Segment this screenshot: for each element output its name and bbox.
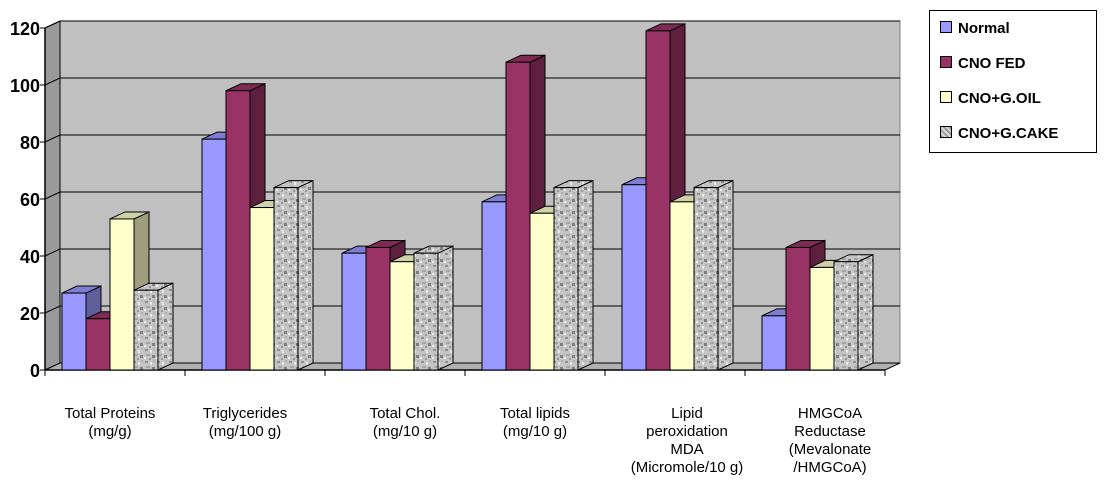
x-category-label: Total lipids (mg/10 g) xyxy=(460,405,610,441)
x-category-label: Total Chol. (mg/10 g) xyxy=(330,405,480,441)
bar-cno-g-cake-triglycerides xyxy=(273,187,299,371)
bar-cno-g-cake-total-proteins-side xyxy=(157,282,174,371)
y-tick-label: 100 xyxy=(10,76,40,96)
y-tick-label: 80 xyxy=(20,133,40,153)
bar-normal-hmgcoa xyxy=(761,315,787,371)
bar-cno-g-cake-total-proteins xyxy=(133,289,159,371)
bar-cno-g-oil-total-lipids xyxy=(529,212,555,371)
bar-cno-g-cake-total-lipids xyxy=(553,187,579,371)
legend-swatch-cno-g-cake xyxy=(940,126,952,139)
legend-label-cno-g-oil: CNO+G.OIL xyxy=(958,90,1041,107)
x-category-label-line: (Micromole/10 g) xyxy=(630,459,744,476)
bar-cno-fed-triglycerides xyxy=(225,90,251,371)
x-category-label-line: (mg/g) xyxy=(88,423,132,440)
bar-cno-fed-total-proteins xyxy=(85,318,111,371)
x-category-label-line: (mg/10 g) xyxy=(502,423,568,440)
y-tick-label: 20 xyxy=(20,304,40,324)
bar-cno-fed-hmgcoa xyxy=(785,246,811,371)
legend-item-cno-g-cake: CNO+G.CAKE xyxy=(940,124,1058,144)
bar-normal-total-lipids xyxy=(481,201,507,371)
x-category-label-line: (mg/100 g) xyxy=(208,423,282,440)
bar-cno-g-oil-total-chol xyxy=(389,261,415,371)
x-category-label-line: Total Chol. xyxy=(369,405,441,422)
bar-cno-g-cake-hmgcoa xyxy=(833,261,859,371)
x-category-label-line: Lipid xyxy=(671,405,703,422)
x-category-label-line: Total Proteins xyxy=(64,405,156,422)
bar-cno-g-oil-hmgcoa xyxy=(809,266,835,371)
y-tick-label: 120 xyxy=(10,19,40,39)
x-category-label-line: (Mevalonate xyxy=(788,441,872,458)
bar-cno-g-cake-total-chol-side xyxy=(437,245,454,371)
x-category-label-line: peroxidation xyxy=(646,423,728,440)
gridline xyxy=(44,134,900,143)
x-category-label: HMGCoA Reductase (Mevalonate/HMGCoA) xyxy=(755,405,905,477)
x-category-label-line: HMGCoA xyxy=(797,405,863,422)
legend-label-cno-g-cake: CNO+G.CAKE xyxy=(958,125,1059,142)
bar-cno-g-oil-triglycerides xyxy=(249,207,275,371)
bar-cno-g-cake-hmgcoa-side xyxy=(857,253,874,371)
x-category-label-line: (mg/10 g) xyxy=(372,423,438,440)
x-category-label: Triglycerides (mg/100 g) xyxy=(170,405,320,441)
legend-item-cno-g-oil: CNO+G.OIL xyxy=(940,89,1041,109)
y-tick-label: 60 xyxy=(20,190,40,210)
legend-item-cno-fed: CNO FED xyxy=(940,54,1026,74)
gridline xyxy=(44,248,900,257)
x-category-label: Lipid peroxidation MDA (Micromole/10 g) xyxy=(612,405,762,477)
x-category-label-line: Triglycerides xyxy=(202,405,288,422)
bar-cno-g-cake-total-chol xyxy=(413,252,439,371)
bar-normal-total-chol xyxy=(341,252,367,371)
bar-normal-triglycerides xyxy=(201,138,227,371)
bar-cno-g-cake-lipid xyxy=(693,187,719,371)
bar-cno-g-cake-triglycerides-side xyxy=(297,179,314,371)
legend-swatch-cno-fed xyxy=(940,56,952,69)
bar-cno-g-oil-total-proteins xyxy=(109,218,135,371)
x-category-label-line: Reductase xyxy=(794,423,866,440)
y-tick-label: 0 xyxy=(30,361,40,381)
legend-item-normal: Normal xyxy=(940,19,1010,39)
x-category-label: Total Proteins (mg/g) xyxy=(35,405,185,441)
legend-swatch-normal xyxy=(940,21,952,34)
x-category-label-line: Total lipids xyxy=(499,405,571,422)
legend-swatch-cno-g-oil xyxy=(940,91,952,104)
gridline xyxy=(44,77,900,86)
bar-cno-fed-total-lipids xyxy=(505,61,531,371)
x-category-label-line: /HMGCoA) xyxy=(793,459,867,476)
bar-cno-fed-lipid xyxy=(645,30,671,371)
bar-cno-g-oil-lipid xyxy=(669,201,695,371)
legend: Normal CNO FED CNO+G.OIL CNO+G.CAKE xyxy=(929,10,1097,153)
bar-normal-lipid xyxy=(621,184,647,371)
y-tick-label: 40 xyxy=(20,247,40,267)
gridline xyxy=(44,191,900,200)
bar-cno-fed-total-chol xyxy=(365,246,391,371)
x-category-label-line: MDA xyxy=(670,441,704,458)
bar-cno-g-cake-lipid-side xyxy=(717,179,734,371)
bar-cno-g-cake-total-lipids-side xyxy=(577,179,594,371)
gridline xyxy=(44,305,900,314)
legend-label-normal: Normal xyxy=(958,20,1010,37)
bar-normal-total-proteins xyxy=(61,292,87,371)
gridline xyxy=(44,20,900,29)
legend-label-cno-fed: CNO FED xyxy=(958,55,1026,72)
